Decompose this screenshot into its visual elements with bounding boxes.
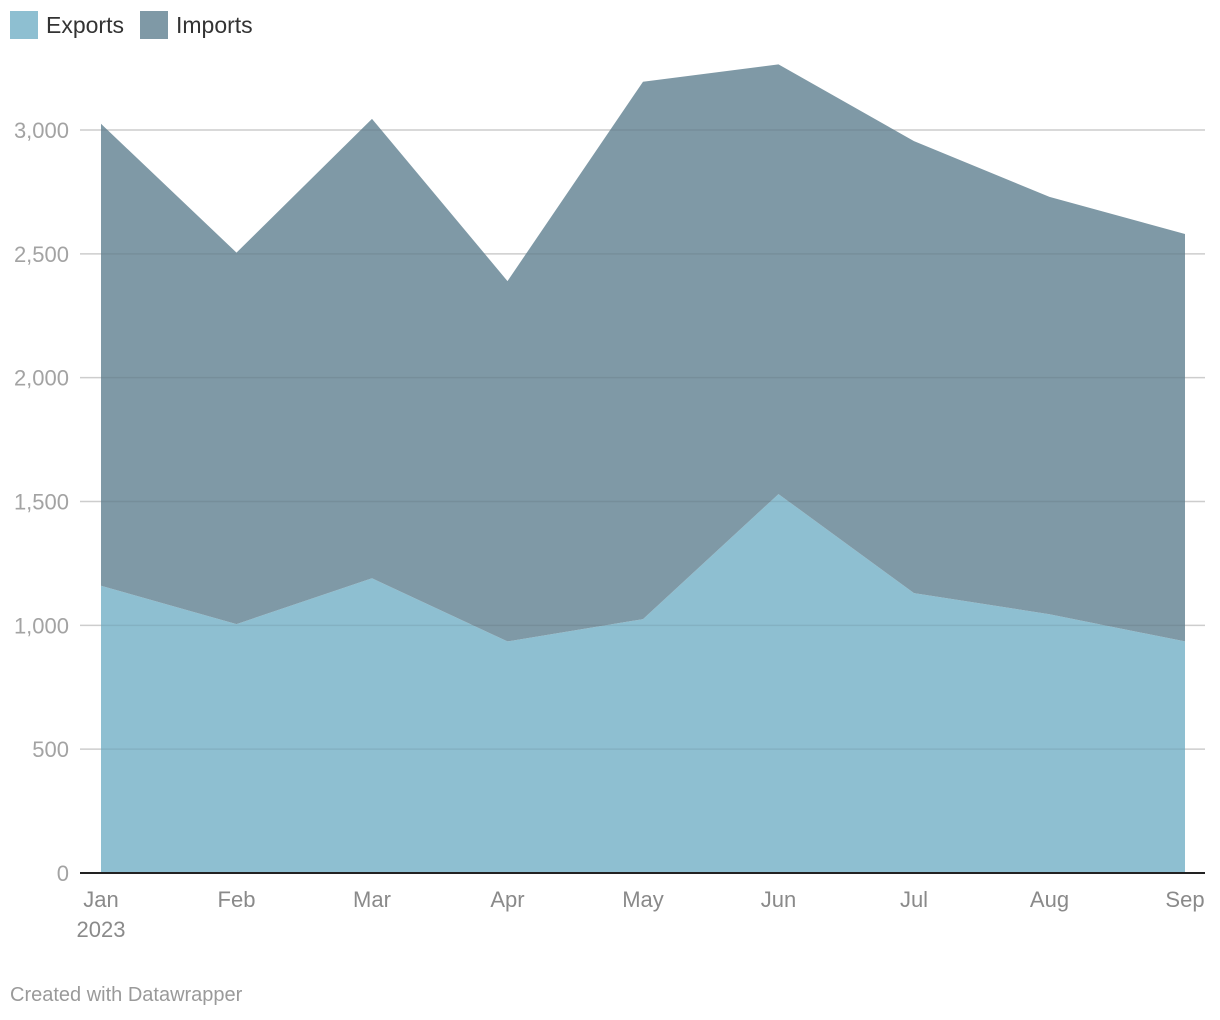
x-tick-label: Jan xyxy=(83,887,118,912)
area-series xyxy=(101,64,1185,873)
x-tick-label: Jul xyxy=(900,887,928,912)
y-tick-label: 2,000 xyxy=(14,366,69,391)
y-tick-label: 500 xyxy=(32,737,69,762)
legend-swatch-imports xyxy=(139,11,168,39)
x-tick-label: Mar xyxy=(353,887,391,912)
stacked-area-chart: 0 500 1,000 1,500 2,000 2,500 3,000 Jan Feb Mar A… xyxy=(14,64,1205,942)
x-tick-label: Feb xyxy=(218,887,256,912)
legend-item-exports: Exports xyxy=(10,11,124,39)
y-tick-label: 2,500 xyxy=(14,242,69,267)
x-tick-label: Jun xyxy=(761,887,796,912)
legend-label-exports: Exports xyxy=(46,11,124,38)
legend-item-imports: Imports xyxy=(139,11,253,39)
x-tick-label: May xyxy=(622,887,664,912)
legend-label-imports: Imports xyxy=(175,11,253,38)
y-tick-label: 3,000 xyxy=(14,118,69,143)
x-tick-sublabel-year: 2023 xyxy=(77,917,126,942)
y-tick-label: 1,000 xyxy=(14,613,69,638)
datawrapper-credit: Created with Datawrapper xyxy=(10,984,243,1006)
y-axis-tick-labels: 0 500 1,000 1,500 2,000 2,500 3,000 xyxy=(14,118,69,886)
x-tick-label: Sep xyxy=(1165,887,1204,912)
area-imports xyxy=(101,64,1185,642)
chart-legend: Exports Imports xyxy=(10,10,269,40)
area-exports xyxy=(101,494,1185,873)
y-tick-label: 1,500 xyxy=(14,490,69,515)
y-tick-label: 0 xyxy=(57,861,69,886)
legend-swatch-exports xyxy=(10,11,38,39)
grid-lines-overlay xyxy=(80,129,1205,750)
x-tick-label: Apr xyxy=(490,887,524,912)
x-tick-label: Aug xyxy=(1030,887,1069,912)
x-axis-tick-labels: Jan Feb Mar Apr May Jun Jul Aug Sep 2023 xyxy=(77,887,1205,942)
